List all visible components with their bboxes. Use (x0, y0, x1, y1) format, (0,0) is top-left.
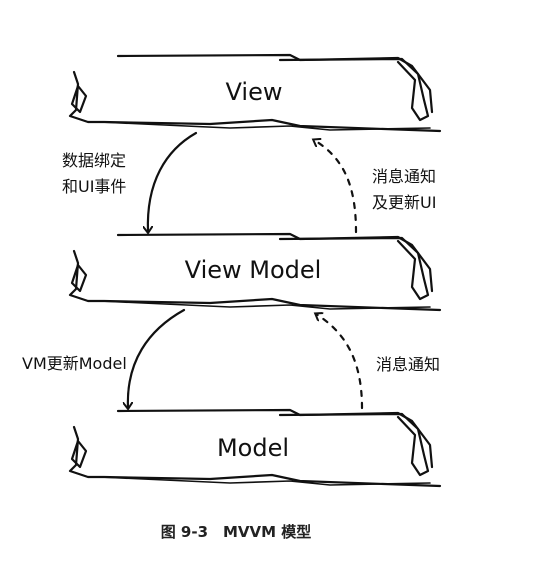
notify-ui-label-line2: 及更新UI (372, 193, 436, 212)
notify-ui-label-line1: 消息通知 (372, 167, 436, 186)
vm-update-label: VM更新Model (22, 354, 127, 373)
vm-update-arrow (128, 308, 186, 408)
notify-arrow (316, 314, 364, 410)
notify-ui-arrow (314, 140, 358, 234)
binding-label-line2: 和UI事件 (62, 177, 126, 196)
binding-label-line1: 数据绑定 (62, 151, 126, 170)
model-layer-label: Model (217, 434, 289, 462)
viewmodel-layer-label: View Model (185, 256, 322, 284)
notify-label: 消息通知 (376, 355, 440, 374)
view-layer-box: View (68, 53, 442, 133)
view-layer-label: View (226, 78, 283, 106)
binding-arrow (148, 131, 198, 232)
viewmodel-layer-box: View Model (68, 232, 442, 312)
model-layer-box: Model (68, 408, 442, 488)
figure-caption: 图 9-3 MVVM 模型 (161, 523, 312, 541)
